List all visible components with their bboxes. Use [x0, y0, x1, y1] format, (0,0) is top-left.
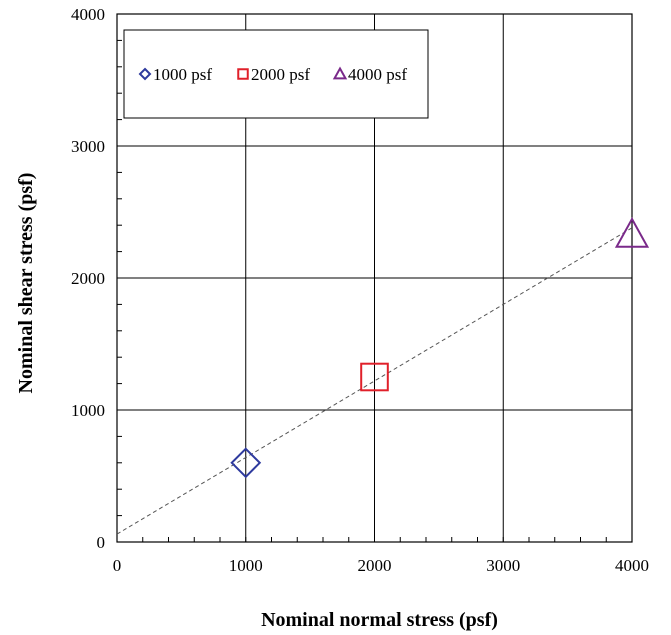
y-axis-ticks: 0 1000 2000 3000 4000	[71, 5, 105, 552]
legend-marker-square	[237, 68, 249, 80]
trendline-layer	[116, 227, 633, 535]
y-tick-label: 4000	[71, 5, 105, 24]
x-tick-label: 0	[113, 556, 122, 575]
y-tick-label: 3000	[71, 137, 105, 156]
legend-label: 4000 psf	[348, 65, 407, 84]
legend-label: 1000 psf	[153, 65, 212, 84]
legend-box	[123, 29, 429, 119]
x-tick-label: 2000	[358, 556, 392, 575]
plot-frame	[116, 13, 633, 543]
x-axis-ticks: 0 1000 2000 3000 4000	[113, 556, 649, 575]
x-tick-label: 4000	[615, 556, 649, 575]
legend: 1000 psf 2000 psf 4000 psf	[123, 29, 429, 119]
data-markers	[230, 216, 650, 479]
legend-marker-triangle	[332, 66, 348, 80]
legend-items: 1000 psf 2000 psf 4000 psf	[138, 65, 407, 84]
data-point-square	[360, 362, 389, 392]
y-axis-title: Nominal shear stress (psf)	[15, 173, 37, 394]
data-point-triangle	[614, 216, 650, 248]
x-axis-title: Nominal normal stress (psf)	[261, 609, 498, 631]
y-tick-label: 0	[97, 533, 106, 552]
legend-marker-diamond	[138, 67, 152, 81]
minor-ticks	[116, 13, 633, 543]
y-tick-label: 2000	[71, 269, 105, 288]
trendline	[116, 227, 633, 535]
data-point-diamond	[230, 447, 262, 479]
x-tick-label: 1000	[229, 556, 263, 575]
legend-label: 2000 psf	[251, 65, 310, 84]
x-tick-label: 3000	[486, 556, 520, 575]
y-tick-label: 1000	[71, 401, 105, 420]
